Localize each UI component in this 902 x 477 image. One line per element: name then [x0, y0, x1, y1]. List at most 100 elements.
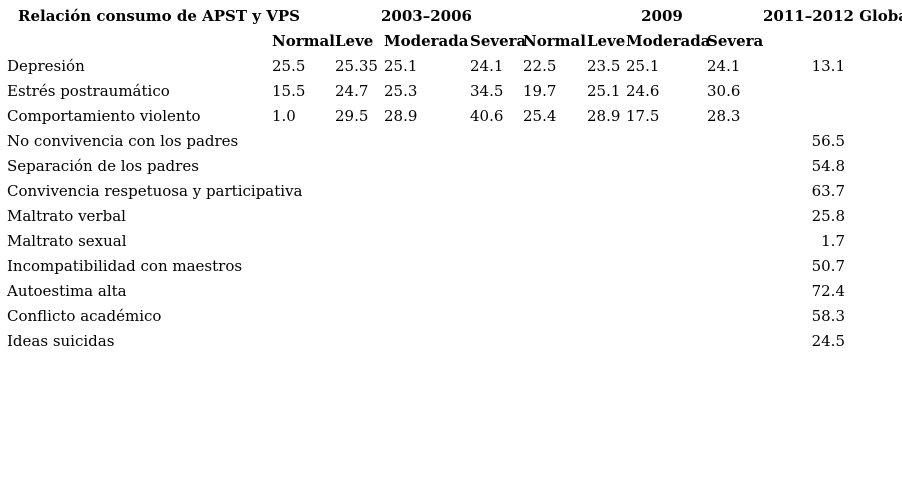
- cell-value: [523, 254, 587, 279]
- cell-value: [384, 179, 470, 204]
- cell-value: 25.35: [335, 57, 378, 75]
- table-row: Convivencia respetuosa y participativa 6…: [0, 179, 902, 204]
- group-header-2009: 2009: [641, 7, 683, 25]
- row-label: Separación de los padres: [7, 157, 199, 175]
- table-row: Comportamiento violento 1.0 29.5 28.9 40…: [0, 104, 902, 129]
- cell-value: [707, 279, 763, 304]
- cell-value: [272, 279, 335, 304]
- cell-value: [523, 129, 587, 154]
- cell-value: [587, 154, 626, 179]
- cell-value: [587, 254, 626, 279]
- cell-value: [707, 204, 763, 229]
- cell-value: [626, 229, 707, 254]
- cell-value: [470, 154, 523, 179]
- cell-value: [626, 304, 707, 329]
- col-header-normal-2003-2006: Normal: [272, 32, 335, 50]
- cell-value: [707, 154, 763, 179]
- cell-value: [470, 254, 523, 279]
- table-row: Depresión 25.5 25.35 25.1 24.1 22.5 23.5…: [0, 54, 902, 79]
- cell-value: [470, 204, 523, 229]
- cell-value: [470, 279, 523, 304]
- col-header-severa-2003-2006: Severa: [470, 32, 527, 50]
- row-label: Comportamiento violento: [7, 107, 201, 125]
- cell-value: [384, 154, 470, 179]
- cell-value: [587, 229, 626, 254]
- cell-value: [384, 129, 470, 154]
- table-row: No convivencia con los padres 56.5: [0, 129, 902, 154]
- cell-value: [272, 254, 335, 279]
- cell-value: [335, 279, 384, 304]
- cell-value: 25.1: [384, 57, 418, 75]
- global-subheader-empty-cell: [763, 29, 902, 54]
- cell-global-value: 56.5: [811, 132, 845, 150]
- cell-value: 25.1: [587, 82, 621, 100]
- cell-value: 25.1: [626, 57, 660, 75]
- table-row: Ideas suicidas 24.5: [0, 329, 902, 354]
- cell-value: 25.5: [272, 57, 306, 75]
- cell-global-value: 54.8: [811, 157, 845, 175]
- cell-value: [523, 304, 587, 329]
- cell-value: [523, 279, 587, 304]
- cell-global-value: 25.8: [811, 207, 845, 225]
- cell-value: 19.7: [523, 82, 557, 100]
- cell-value: [707, 129, 763, 154]
- apst-vps-table: Relación consumo de APST y VPS 2003–2006…: [0, 4, 902, 354]
- cell-value: [523, 154, 587, 179]
- cell-value: [384, 304, 470, 329]
- cell-global-value: 63.7: [811, 182, 845, 200]
- cell-global-value: 58.3: [811, 307, 845, 325]
- cell-value: 24.7: [335, 82, 369, 100]
- cell-value: [384, 229, 470, 254]
- cell-value: [707, 179, 763, 204]
- cell-global-value: 24.5: [811, 332, 845, 350]
- cell-value: [384, 254, 470, 279]
- cell-value: [470, 229, 523, 254]
- group-header-2011-2012-global: 2011–2012 Global: [763, 7, 902, 25]
- row-label: Maltrato sexual: [7, 232, 127, 250]
- cell-value: [470, 329, 523, 354]
- table-title: Relación consumo de APST y VPS: [18, 7, 300, 25]
- cell-value: [335, 154, 384, 179]
- cell-value: [626, 154, 707, 179]
- cell-global-value: 1.7: [821, 232, 845, 250]
- cell-value: [384, 204, 470, 229]
- cell-value: [707, 304, 763, 329]
- row-label: Depresión: [7, 57, 85, 75]
- cell-value: [470, 304, 523, 329]
- cell-value: 25.3: [384, 82, 418, 100]
- cell-value: [587, 329, 626, 354]
- cell-value: [335, 129, 384, 154]
- cell-global-value: 50.7: [811, 257, 845, 275]
- cell-value: [626, 279, 707, 304]
- row-label: Incompatibilidad con maestros: [7, 257, 243, 275]
- row-label: No convivencia con los padres: [7, 132, 239, 150]
- cell-value: 24.6: [626, 82, 660, 100]
- cell-value: 29.5: [335, 107, 369, 125]
- cell-value: [272, 129, 335, 154]
- cell-value: [470, 179, 523, 204]
- cell-global-value: [763, 79, 902, 104]
- cell-value: 22.5: [523, 57, 557, 75]
- cell-value: [272, 154, 335, 179]
- cell-value: [523, 179, 587, 204]
- group-header-row: Relación consumo de APST y VPS 2003–2006…: [0, 4, 902, 29]
- cell-value: 17.5: [626, 107, 660, 125]
- cell-value: [626, 129, 707, 154]
- cell-value: 28.9: [587, 107, 621, 125]
- cell-value: [587, 204, 626, 229]
- table-row: Maltrato sexual 1.7: [0, 229, 902, 254]
- table-row: Maltrato verbal 25.8: [0, 204, 902, 229]
- cell-global-value: [763, 104, 902, 129]
- table-row: Conflicto académico 58.3: [0, 304, 902, 329]
- row-label: Ideas suicidas: [7, 332, 115, 350]
- cell-value: [384, 329, 470, 354]
- corner-empty-cell: [0, 29, 272, 54]
- col-header-moderada-2009: Moderada: [626, 32, 711, 50]
- row-label: Maltrato verbal: [7, 207, 126, 225]
- sub-header-row: Normal Leve Moderada Severa Normal Leve …: [0, 29, 902, 54]
- row-label: Conflicto académico: [7, 307, 162, 325]
- table-container: Relación consumo de APST y VPS 2003–2006…: [0, 4, 902, 354]
- cell-value: 34.5: [470, 82, 504, 100]
- cell-value: [626, 179, 707, 204]
- cell-value: 30.6: [707, 82, 741, 100]
